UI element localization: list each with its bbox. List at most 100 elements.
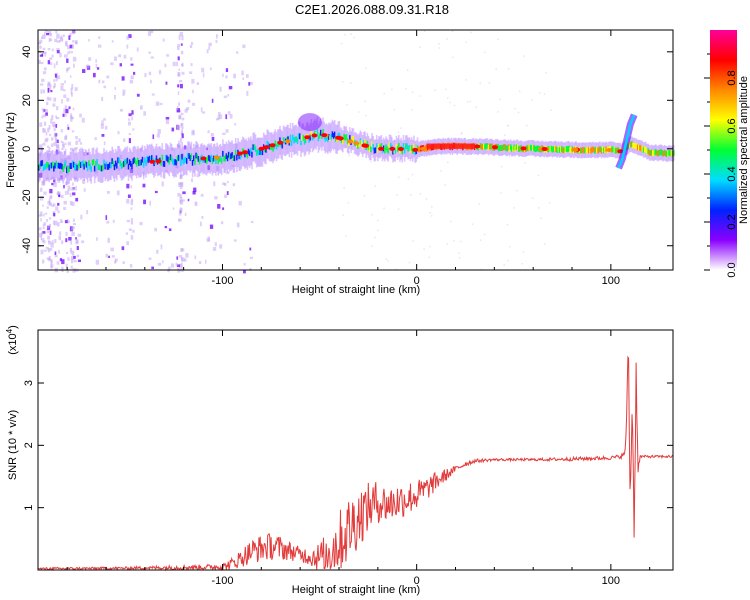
noise-speckle [129,79,134,84]
noise-speckle [396,194,398,196]
noise-speckle [130,200,134,206]
ridge-core [386,146,388,153]
ridge-core [76,164,78,171]
noise-speckle [57,202,60,206]
ridge-core [530,144,533,151]
ridge-core [186,158,188,164]
ridge-hotspot [420,146,427,151]
noise-speckle [397,131,400,133]
noise-speckle [497,38,499,41]
noise-speckle [371,214,373,216]
ridge-core [310,130,313,137]
noise-speckle [52,103,56,107]
noise-speckle [48,37,51,42]
noise-speckle [53,125,57,128]
ridge-core [236,154,238,161]
noise-speckle [545,72,547,74]
ridge-core [358,141,360,148]
ridge-core [89,163,91,170]
noise-speckle [71,258,73,264]
noise-speckle [48,124,51,130]
noise-speckle [53,85,56,89]
noise-speckle [178,115,182,120]
ridge-core [479,143,482,149]
noise-speckle [180,43,183,46]
noise-speckle [540,217,542,219]
noise-speckle [177,144,180,148]
noise-speckle [63,159,66,163]
noise-speckle [216,34,218,39]
y-tick-label: 20 [21,94,33,106]
noise-speckle [60,194,64,199]
noise-speckle [451,30,454,33]
ridge-core [114,160,117,167]
ridge-core [640,145,642,152]
noise-speckle [194,255,197,260]
noise-speckle [38,59,41,64]
noise-speckle [131,198,134,202]
noise-speckle [346,104,348,106]
noise-speckle [206,147,208,151]
noise-speckle [71,187,75,191]
noise-speckle [72,218,75,222]
noise-speckle [70,119,73,122]
ridge-core [657,150,660,156]
ridge-core [226,155,229,162]
ridge-core [373,147,376,154]
noise-speckle [157,262,162,266]
ridge-core [49,162,52,169]
noise-speckle [54,239,57,244]
noise-speckle [181,71,185,75]
noise-speckle [210,133,214,137]
noise-speckle [226,180,229,184]
ridge-core [333,131,336,138]
noise-speckle [86,64,90,69]
noise-speckle [108,255,110,258]
ridge-core [402,143,405,149]
noise-speckle [231,164,235,167]
ridge-core [69,163,72,169]
ridge-hotspot [474,144,481,149]
y-tick-label: 40 [21,46,33,58]
ridge-core [210,154,212,161]
noise-speckle [48,241,52,245]
ridge-core [484,143,486,150]
noise-speckle [537,174,540,177]
noise-speckle [61,259,65,265]
ridge-core [655,149,658,156]
noise-speckle [207,236,211,241]
noise-speckle [66,44,69,47]
spectrogram-noise-layer [38,30,552,274]
noise-speckle [143,111,146,116]
noise-speckle [74,40,78,44]
noise-speckle [42,89,46,94]
ridge-core [283,138,286,145]
ridge-core [516,144,519,151]
noise-speckle [125,232,128,235]
ridge-core [297,133,300,140]
ridge-core [480,143,483,150]
noise-speckle [118,166,121,171]
noise-speckle [114,87,116,90]
noise-speckle [59,231,62,236]
noise-speckle [121,76,125,81]
ridge-core [632,142,634,149]
ridge-core [344,134,346,141]
ridge-core [416,145,419,152]
noise-speckle [64,105,68,109]
ridge-core [162,160,165,167]
noise-speckle [181,129,183,134]
noise-speckle [47,48,51,51]
ridge-core [141,156,144,163]
noise-speckle [40,36,43,39]
spectrogram-frame [37,29,674,271]
ridge-core [255,150,258,156]
ridge-core [163,161,166,167]
ridge-core [603,147,605,154]
ridge-core [42,165,45,172]
noise-speckle [180,123,183,128]
noise-speckle [44,31,46,37]
ridge-core [601,146,604,153]
noise-speckle [44,121,47,126]
noise-speckle [47,235,51,240]
